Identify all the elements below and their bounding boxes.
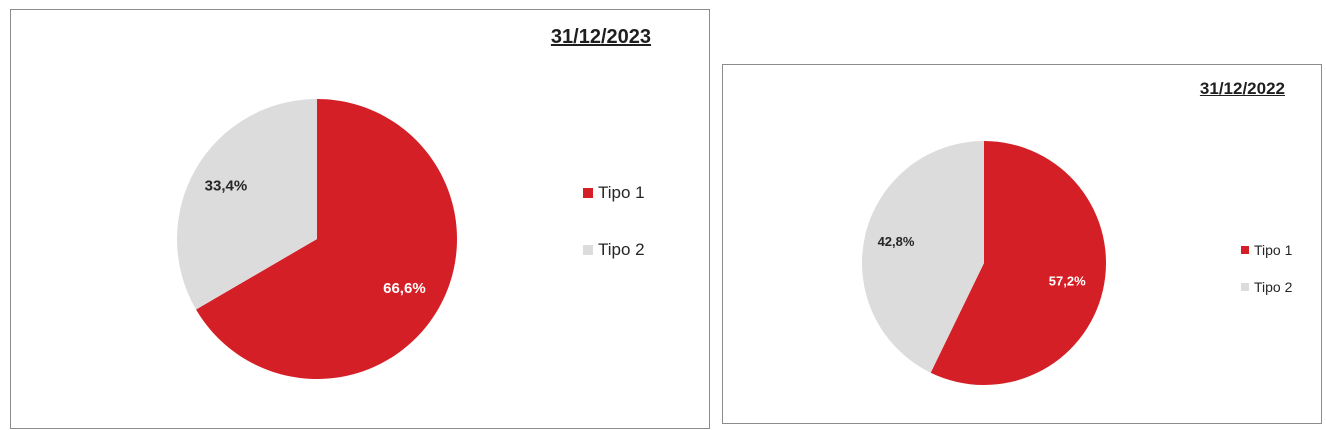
legend-swatch-tipo-2 [583, 245, 593, 255]
data-label-tipo-2: 42,8% [878, 234, 915, 249]
data-label-tipo-1: 57,2% [1049, 274, 1086, 289]
pie-slice-tipo-1 [930, 141, 1106, 386]
chart-panel-2023: 31/12/2023 66,6% 33,4% Tipo 1 Tipo 2 [10, 9, 710, 429]
pie-slice-tipo-2 [862, 141, 984, 373]
chart-legend: Tipo 1 Tipo 2 [1241, 241, 1292, 315]
pie-chart: 57,2% 42,8% [862, 141, 1106, 386]
legend-label: Tipo 1 [598, 183, 645, 202]
legend-swatch-tipo-2 [1241, 283, 1249, 291]
chart-title: 31/12/2023 [550, 26, 651, 48]
pie-slice-tipo-1 [196, 99, 457, 379]
data-label-tipo-2: 33,4% [205, 178, 248, 195]
legend-item-tipo-1: Tipo 1 [1241, 241, 1292, 259]
legend-label: Tipo 2 [598, 240, 645, 259]
legend-label: Tipo 1 [1254, 242, 1293, 258]
legend-swatch-tipo-1 [1241, 246, 1249, 254]
legend-label: Tipo 2 [1254, 279, 1293, 295]
legend-item-tipo-2: Tipo 2 [1241, 278, 1292, 296]
chart-title: 31/12/2022 [1199, 79, 1285, 98]
legend-swatch-tipo-1 [583, 188, 593, 198]
chart-legend: Tipo 1 Tipo 2 [583, 182, 645, 296]
legend-item-tipo-2: Tipo 2 [583, 239, 645, 261]
pie-slice-tipo-2 [177, 99, 317, 310]
chart-panel-2022: 31/12/2022 57,2% 42,8% Tipo 1 Tipo 2 [722, 64, 1322, 424]
data-label-tipo-1: 66,6% [383, 280, 426, 297]
pie-chart: 66,6% 33,4% [177, 99, 457, 379]
legend-item-tipo-1: Tipo 1 [583, 182, 645, 204]
